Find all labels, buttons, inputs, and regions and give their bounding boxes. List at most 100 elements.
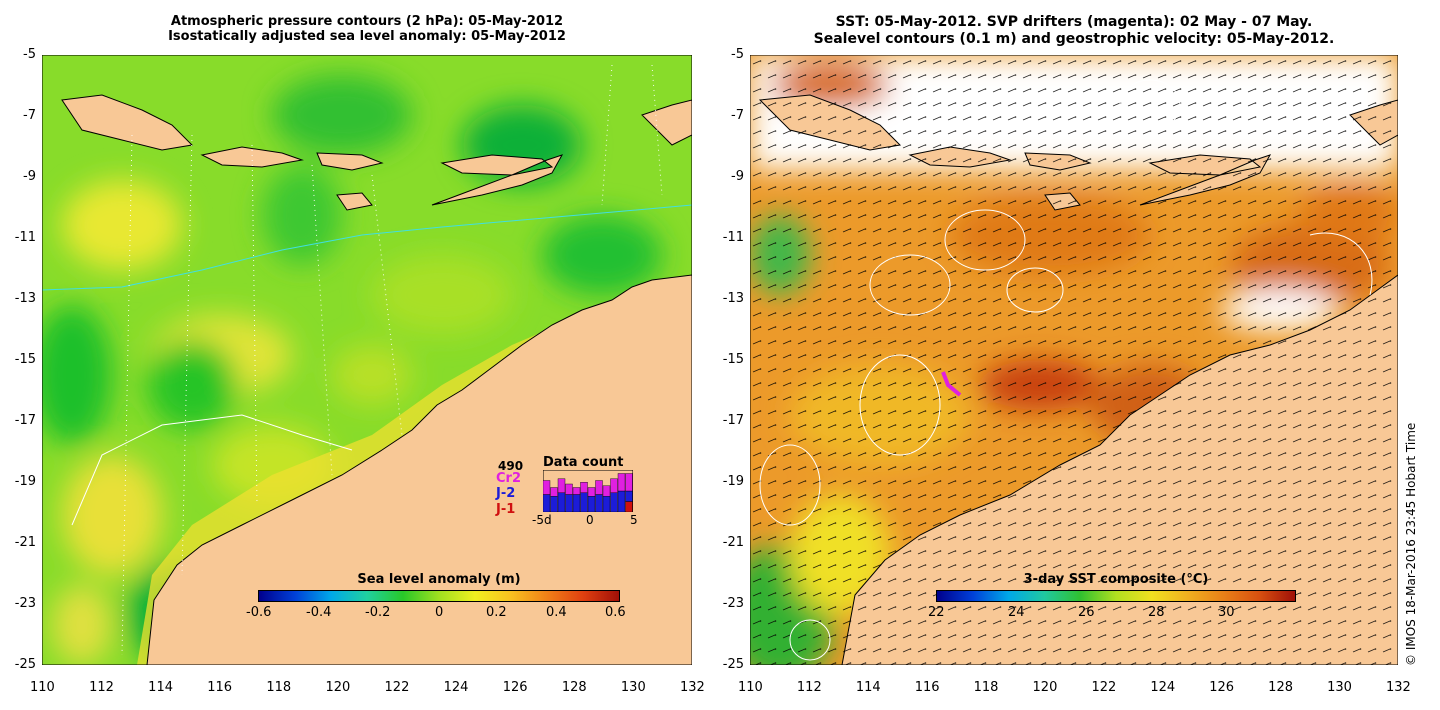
lon-tick-label: 124	[1150, 680, 1176, 695]
sla-contour-cyan	[42, 204, 692, 291]
legend-j1: J-1	[496, 502, 516, 517]
lat-tick-label: -17	[14, 413, 36, 428]
dc-bar-cr2	[550, 487, 558, 497]
sst-map	[750, 55, 1398, 665]
lat-tick-label: -25	[722, 657, 744, 672]
lat-tick-label: -9	[23, 169, 36, 184]
lon-tick-label: 128	[561, 680, 587, 695]
lat-tick-label: -7	[731, 108, 744, 123]
svp-drifter-track	[941, 371, 962, 397]
sla-tick: -0.4	[306, 605, 332, 620]
dc-bar-cr2	[565, 483, 573, 495]
sst-tick: 30	[1218, 605, 1235, 620]
lat-tick-label: -19	[722, 474, 744, 489]
lat-tick-label: -13	[722, 291, 744, 306]
sst-colorbar: 3-day SST composite (°C) 22 24 26 28 30	[928, 572, 1296, 621]
dc-bar-cr2	[557, 478, 566, 493]
lon-tick-label: 126	[502, 680, 528, 695]
dc-bar-j2	[587, 496, 596, 512]
lon-tick-label: 132	[680, 680, 705, 695]
lon-tick-label: 118	[266, 680, 292, 695]
lat-tick-label: -15	[14, 352, 36, 367]
lon-tick-label: 128	[1268, 680, 1293, 695]
sla-tick: 0	[435, 605, 444, 620]
dc-bar-cr2	[587, 487, 596, 497]
right-title-line2: Sealevel contours (0.1 m) and geostrophi…	[813, 31, 1335, 47]
sla-colorbar: Sea level anomaly (m) -0.6 -0.4 -0.2 0 0…	[246, 572, 626, 621]
sla-tick: -0.2	[365, 605, 391, 620]
lon-tick-label: 118	[973, 680, 999, 695]
data-count-total: 490	[498, 459, 524, 473]
sla-colorbar-gradient	[258, 590, 620, 602]
lon-tick-label: 120	[325, 680, 351, 695]
sea-level-anomaly-map	[42, 55, 692, 665]
dc-bar-cr2	[595, 480, 603, 495]
lon-tick-label: 122	[384, 680, 410, 695]
lat-tick-label: -9	[731, 169, 744, 184]
sla-tick: 0.2	[486, 605, 507, 620]
sst-colorbar-label: 3-day SST composite (°C)	[1023, 572, 1209, 587]
sla-tick: 0.6	[605, 605, 626, 620]
lon-tick-label: 130	[1327, 680, 1352, 695]
dc-bar-j2	[610, 492, 618, 512]
lat-tick-label: -23	[722, 596, 744, 611]
lon-tick-label: 110	[738, 680, 763, 695]
dc-bar-j2	[543, 494, 551, 512]
lon-tick-label: 110	[30, 680, 55, 695]
dc-bar-j2	[557, 492, 566, 512]
dc-xtick-2: 5	[630, 513, 638, 527]
lat-tick-label: -23	[14, 596, 36, 611]
indonesia-islands	[61, 94, 692, 211]
lon-tick-label: 126	[1209, 680, 1235, 695]
sst-tick: 24	[1008, 605, 1025, 620]
australia-landmass	[146, 274, 692, 665]
lat-tick-label: -21	[722, 535, 744, 550]
sst-colorbar-gradient	[936, 590, 1296, 602]
lat-tick-label: -7	[23, 108, 36, 123]
sst-colorbar-ticks: 22 24 26 28 30	[928, 605, 1296, 621]
left-panel-title: Atmospheric pressure contours (2 hPa): 0…	[42, 14, 692, 44]
imos-credit: © IMOS 18-Mar-2016 23:45 Hobart Time	[1404, 422, 1418, 666]
dc-bar-j2	[565, 494, 573, 512]
data-count-title: Data count	[543, 455, 624, 470]
dc-xtick-0: -5d	[532, 513, 552, 527]
dc-bar-cr2	[617, 473, 626, 492]
dc-bar-j2	[602, 496, 611, 512]
sealevel-contours	[759, 79, 1373, 661]
lat-tick-label: -11	[722, 230, 744, 245]
left-title-line2: Isostatically adjusted sea level anomaly…	[168, 29, 566, 44]
lon-tick-label: 122	[1091, 680, 1117, 695]
lon-tick-label: 124	[443, 680, 469, 695]
dc-xtick-1: 0	[586, 513, 594, 527]
left-title-line1: Atmospheric pressure contours (2 hPa): 0…	[170, 14, 564, 29]
lat-tick-label: -19	[14, 474, 36, 489]
dc-bar-cr2	[610, 478, 618, 493]
dc-bar-j2	[580, 492, 588, 512]
lon-tick-label: 114	[148, 680, 173, 695]
dc-bar-j2	[595, 494, 603, 512]
dc-bar-j2	[550, 496, 558, 512]
lon-tick-label: 116	[207, 680, 233, 695]
dc-bar-j2	[572, 494, 581, 512]
lon-tick-label: 120	[1032, 680, 1058, 695]
dc-bar-cr2	[580, 482, 588, 493]
pressure-contours	[121, 64, 663, 656]
dc-bar-cr2	[572, 487, 581, 495]
dc-bar-cr2	[625, 473, 633, 492]
lat-tick-label: -5	[23, 47, 36, 62]
lon-tick-label: 112	[89, 680, 114, 695]
dc-bar-j2	[617, 490, 626, 512]
legend-j2: J-2	[496, 486, 516, 501]
lat-tick-label: -21	[14, 535, 36, 550]
lat-tick-label: -25	[14, 657, 36, 672]
data-count-chart	[543, 470, 633, 512]
lat-tick-label: -17	[722, 413, 744, 428]
sla-tick: 0.4	[546, 605, 567, 620]
lat-tick-label: -15	[722, 352, 744, 367]
lon-tick-label: 130	[620, 680, 646, 695]
sst-tick: 22	[928, 605, 945, 620]
data-count-inset: Data count 490 Cr2 J-2 J-1 -5d 0 5	[490, 455, 640, 530]
lat-tick-label: -5	[731, 47, 744, 62]
lon-tick-label: 132	[1386, 680, 1411, 695]
sst-tick: 28	[1148, 605, 1165, 620]
